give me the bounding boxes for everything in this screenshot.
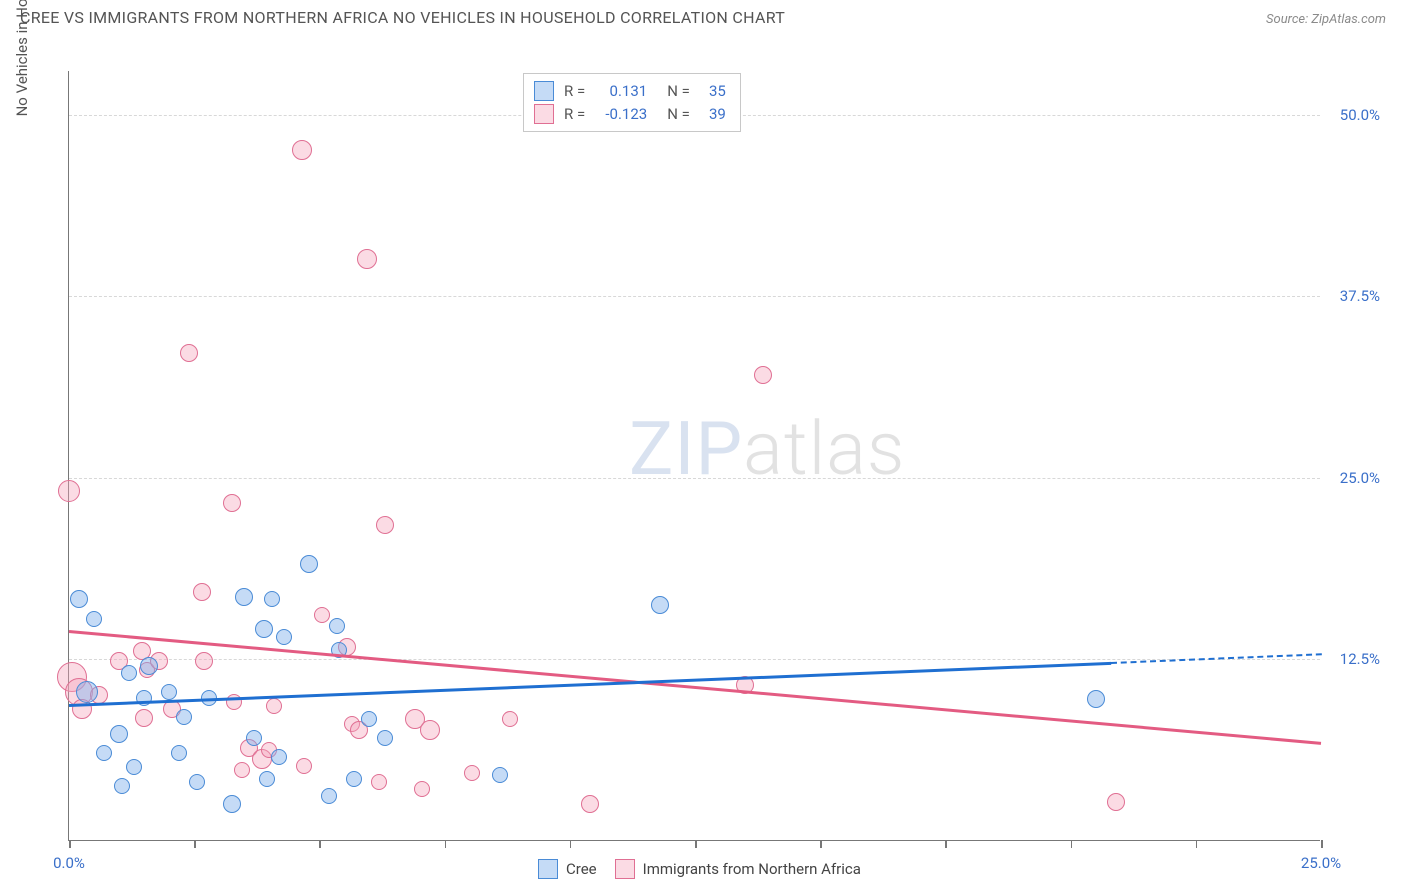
series-legend-label: Immigrants from Northern Africa [643,860,861,878]
scatter-point-pink [193,583,211,601]
scatter-point-pink [1107,793,1125,811]
scatter-point-blue [651,596,669,614]
x-tick [69,840,71,848]
scatter-point-blue [171,745,187,761]
gridline [69,478,1320,479]
scatter-point-pink [414,781,430,797]
scatter-point-pink [292,140,312,160]
scatter-point-pink [180,344,198,362]
legend-swatch [534,104,554,124]
scatter-point-blue [246,730,262,746]
stats-row: R = 0.131 N = 35 [534,80,726,103]
series-legend-item: Cree [538,859,597,879]
stat-r-value: -0.123 [595,103,647,126]
scatter-point-blue [235,588,253,606]
plot-area: ZIPatlas 12.5%25.0%37.5%50.0%0.0%25.0% [68,71,1320,841]
scatter-point-pink [371,774,387,790]
watermark-atlas: atlas [743,406,905,493]
scatter-point-pink [234,762,250,778]
scatter-point-blue [300,555,318,573]
x-tick [1196,840,1198,848]
scatter-point-blue [346,771,362,787]
scatter-point-blue [329,618,345,634]
y-axis-label: No Vehicles in Household [13,0,31,116]
stat-r-label: R = [564,80,585,103]
scatter-point-blue [223,795,241,813]
legend-swatch [615,859,635,879]
y-tick-label: 25.0% [1340,469,1380,487]
scatter-point-blue [96,745,112,761]
x-tick [319,840,321,848]
y-tick-label: 37.5% [1340,287,1380,305]
scatter-point-blue [276,629,292,645]
scatter-point-blue [140,657,158,675]
series-legend-label: Cree [566,860,597,878]
stat-n-value: 35 [700,80,726,103]
scatter-point-pink [754,366,772,384]
scatter-point-pink [581,795,599,813]
scatter-point-blue [377,730,393,746]
scatter-point-blue [121,665,137,681]
scatter-point-blue [264,591,280,607]
scatter-point-blue [76,681,98,703]
scatter-point-pink [464,765,480,781]
scatter-point-blue [255,620,273,638]
x-tick [945,840,947,848]
scatter-point-pink [420,720,440,740]
scatter-point-pink [266,698,282,714]
scatter-point-pink [296,758,312,774]
series-legend-item: Immigrants from Northern Africa [615,859,861,879]
series-legend: Cree Immigrants from Northern Africa [538,859,861,879]
scatter-point-blue [1087,690,1105,708]
x-tick [820,840,822,848]
stat-n-label: N = [667,80,690,103]
legend-swatch [538,859,558,879]
x-tick [570,840,572,848]
scatter-point-blue [189,774,205,790]
stats-legend: R = 0.131 N = 35 R = -0.123 N = 39 [523,73,741,132]
scatter-point-blue [321,788,337,804]
scatter-point-blue [271,749,287,765]
legend-swatch [534,81,554,101]
watermark: ZIPatlas [629,406,905,493]
scatter-point-pink [58,480,80,502]
x-tick [1321,840,1323,848]
source-attribution: Source: ZipAtlas.com [1266,12,1386,27]
scatter-point-pink [357,249,377,269]
x-tick-label: 0.0% [53,854,85,872]
scatter-point-blue [110,725,128,743]
scatter-point-blue [161,684,177,700]
scatter-point-pink [135,709,153,727]
watermark-zip: ZIP [629,406,743,493]
x-tick [445,840,447,848]
scatter-point-blue [492,767,508,783]
stat-r-value: 0.131 [595,80,647,103]
y-tick-label: 12.5% [1340,650,1380,668]
scatter-point-blue [86,611,102,627]
scatter-point-pink [376,516,394,534]
stat-r-label: R = [564,103,585,126]
scatter-point-blue [361,711,377,727]
scatter-point-pink [314,607,330,623]
stat-n-label: N = [667,103,690,126]
scatter-point-blue [259,771,275,787]
trend-line-blue [69,662,1111,707]
scatter-point-pink [223,494,241,512]
scatter-point-blue [70,590,88,608]
stats-row: R = -0.123 N = 39 [534,103,726,126]
chart-title: CREE VS IMMIGRANTS FROM NORTHERN AFRICA … [20,8,785,27]
x-tick-label: 25.0% [1301,854,1341,872]
trend-line-pink [69,630,1321,744]
gridline [69,296,1320,297]
y-tick-label: 50.0% [1340,106,1380,124]
scatter-point-blue [176,709,192,725]
scatter-point-pink [195,652,213,670]
x-tick [1071,840,1073,848]
scatter-point-pink [502,711,518,727]
x-tick [695,840,697,848]
scatter-point-blue [126,759,142,775]
x-tick [194,840,196,848]
stat-n-value: 39 [700,103,726,126]
scatter-point-blue [114,778,130,794]
